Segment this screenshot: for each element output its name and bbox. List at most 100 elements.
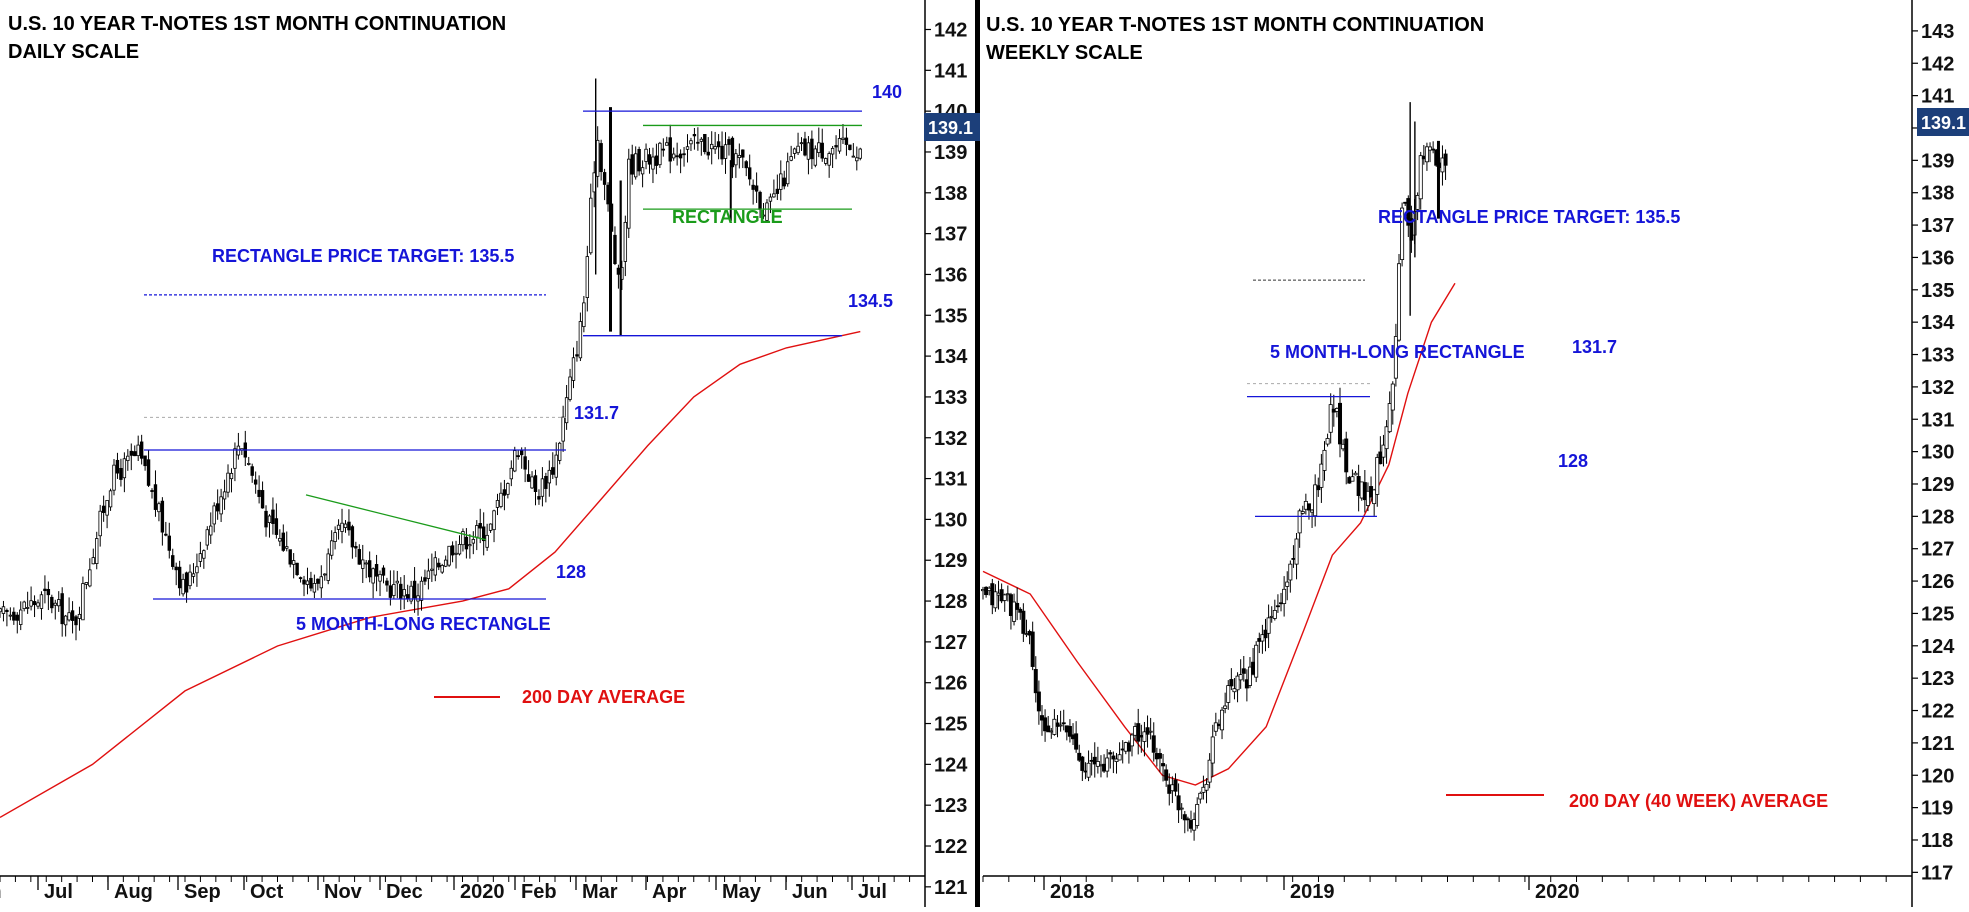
weekly-chart-panel: U.S. 10 YEAR T-NOTES 1ST MONTH CONTINUAT… — [980, 0, 1969, 907]
left-x-tick-label: Oct — [250, 881, 284, 903]
left-candle-body — [792, 148, 797, 154]
left-candle-body — [523, 456, 527, 470]
left-candle-body — [682, 153, 686, 156]
left-candle-body — [813, 148, 818, 166]
left-candle-body — [250, 466, 254, 476]
left-y-tick-label: 121 — [934, 877, 967, 899]
left-candle-body — [844, 137, 849, 145]
left-candle-body — [115, 459, 120, 474]
left-candle-body — [668, 137, 672, 162]
left-candle-body — [834, 145, 838, 148]
right-candle-body — [1294, 538, 1299, 565]
right-candle-body — [1161, 763, 1166, 767]
left-y-tick-label: 136 — [934, 264, 967, 286]
left-candle-body — [139, 441, 144, 459]
left-candle-body — [827, 153, 831, 166]
right-candle-body — [1431, 148, 1436, 151]
left-candle-body — [374, 564, 379, 577]
left-candle-body — [720, 145, 724, 160]
left-candle-body — [665, 142, 669, 146]
left-candle-body — [564, 397, 569, 424]
left-candle-body — [247, 463, 251, 465]
left-candle-body — [70, 610, 75, 621]
right-candle-body — [1396, 263, 1401, 341]
left-candle-body — [796, 145, 800, 154]
left-candle-body — [57, 599, 61, 607]
left-candle-body — [136, 444, 140, 457]
left-candle-body — [799, 142, 804, 145]
right-candle-body — [1173, 779, 1178, 792]
right-candle-body — [1241, 668, 1246, 674]
left-x-tick-label: Jun — [0, 881, 2, 903]
daily-5-month-rectangle-label: 5 MONTH-LONG RECTANGLE — [296, 614, 551, 634]
left-candle-body — [654, 155, 659, 166]
left-candle-body — [77, 613, 82, 619]
right-candle-body — [1092, 756, 1097, 765]
left-candle-body — [260, 490, 265, 509]
left-candle-body — [699, 138, 704, 142]
right-candle-body — [1328, 404, 1333, 433]
left-candle-body — [730, 137, 735, 168]
left-x-tick-label: Aug — [114, 881, 153, 903]
right-candle-body — [1074, 733, 1079, 750]
daily-200-day-average-line — [0, 330, 861, 819]
right-candle-body — [1254, 644, 1259, 678]
left-candle-body — [112, 464, 116, 491]
left-candle-body — [19, 609, 23, 625]
right-candle-body — [1325, 438, 1330, 445]
left-candle-body — [302, 579, 306, 585]
left-candle-body — [499, 492, 503, 507]
left-candle-body — [347, 521, 351, 531]
daily-price-badge-box — [924, 113, 980, 141]
right-candle-body — [1344, 438, 1349, 473]
right-y-tick-label: 127 — [1921, 539, 1954, 561]
right-candle-body — [1372, 489, 1377, 505]
right-candle-body — [1272, 610, 1277, 619]
left-candle-body — [229, 472, 234, 480]
left-candle-body — [267, 515, 272, 523]
daily-levels — [144, 110, 862, 600]
daily-level-label-134-5: 134.5 — [848, 291, 893, 311]
right-candle-body — [1052, 718, 1057, 735]
left-x-tick-label: Sep — [184, 881, 221, 903]
right-y-tick-label: 121 — [1921, 733, 1954, 755]
left-candle-body — [806, 142, 811, 160]
left-candle-body — [409, 585, 413, 602]
right-candle-body — [1319, 463, 1324, 488]
right-y-tick-label: 134 — [1921, 312, 1955, 334]
right-candle-body — [1207, 759, 1212, 783]
left-candle-body — [785, 161, 790, 185]
left-y-tick-label: 132 — [934, 428, 967, 450]
right-candle-body — [1080, 756, 1085, 771]
left-candle-body — [761, 214, 766, 217]
right-candle-body — [1229, 679, 1234, 687]
left-candle-body — [274, 518, 279, 535]
left-candle-body — [126, 455, 130, 461]
left-candle-body — [637, 149, 641, 172]
weekly-grid — [983, 0, 1913, 907]
weekly-price-candles — [980, 102, 1448, 841]
right-candle-body — [1220, 709, 1225, 731]
daily-chart-title: U.S. 10 YEAR T-NOTES 1ST MONTH CONTINUAT… — [8, 13, 506, 35]
left-candle-body — [623, 221, 628, 262]
left-candle-body — [119, 467, 123, 480]
right-candle-body — [1198, 792, 1203, 800]
left-candle-body — [571, 357, 576, 381]
daily-level-label-131-7: 131.7 — [574, 403, 619, 423]
left-candle-body — [316, 578, 320, 584]
left-candle-body — [437, 562, 441, 568]
left-y-tick-label: 127 — [934, 632, 967, 654]
right-candle-body — [1393, 336, 1398, 379]
left-candle-body — [747, 167, 752, 180]
right-candle-body — [1015, 602, 1020, 610]
daily-level-label-128: 128 — [556, 562, 586, 582]
right-candle-body — [1043, 717, 1048, 732]
left-candle-body — [685, 146, 690, 150]
left-candle-body — [692, 134, 697, 137]
left-candle-body — [350, 526, 355, 548]
left-candle-body — [74, 616, 78, 626]
left-candle-body — [164, 533, 168, 536]
left-candle-body — [585, 256, 590, 298]
right-candle-body — [1142, 731, 1147, 742]
right-y-tick-label: 117 — [1921, 862, 1953, 884]
